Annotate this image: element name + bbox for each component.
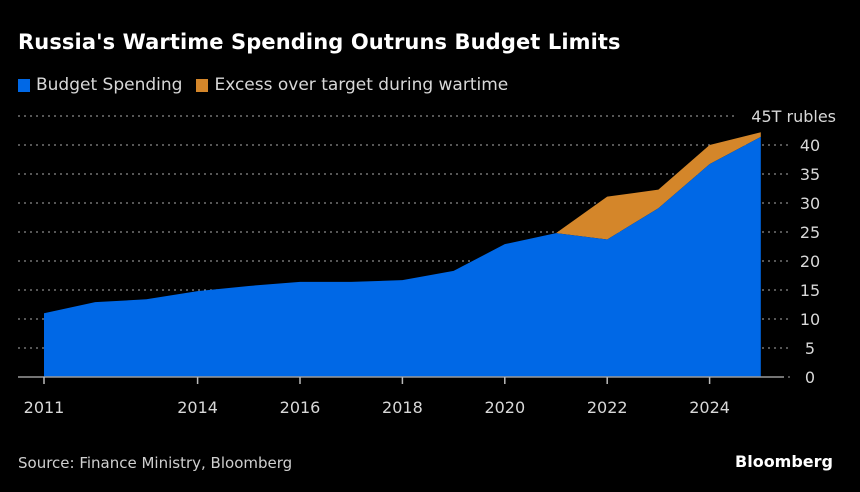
x-tick-label: 2016	[280, 398, 321, 417]
y-tick-label: 10	[800, 310, 820, 329]
x-axis-labels: 2011 2014 2016 2018 2020 2022 2024	[24, 398, 730, 417]
axes	[18, 376, 790, 384]
legend-swatch-budget	[18, 78, 30, 92]
y-axis-labels: 0 5 10 15 20 25 30 35 40	[800, 136, 820, 387]
legend-swatch-excess	[196, 78, 209, 92]
y-tick-label: 15	[800, 281, 820, 300]
legend-label-excess: Excess over target during wartime	[214, 75, 509, 95]
unit-label: 45T rubles	[751, 107, 836, 126]
x-tick-label: 2018	[382, 398, 423, 417]
area-series	[44, 132, 761, 377]
bloomberg-logo: Bloomberg	[735, 452, 833, 471]
legend: Budget Spending Excess over target durin…	[18, 75, 522, 95]
x-tick-label: 2022	[587, 398, 628, 417]
y-tick-label: 35	[800, 165, 820, 184]
legend-item-excess: Excess over target during wartime	[196, 75, 508, 95]
x-tick-label: 2011	[24, 398, 65, 417]
legend-item-budget-spending: Budget Spending	[18, 75, 182, 95]
x-tick-label: 2024	[689, 398, 730, 417]
y-tick-label: 20	[800, 252, 820, 271]
legend-label-budget: Budget Spending	[36, 75, 183, 95]
y-tick-label: 25	[800, 223, 820, 242]
x-tick-label: 2014	[177, 398, 218, 417]
area-budget-spending	[44, 136, 761, 377]
chart-title: Russia's Wartime Spending Outruns Budget…	[18, 30, 621, 54]
y-tick-label: 30	[800, 194, 820, 213]
area-excess-over-target	[556, 132, 761, 240]
y-tick-label: 0	[805, 368, 815, 387]
y-tick-label: 5	[805, 339, 815, 358]
y-tick-label: 40	[800, 136, 820, 155]
x-tick-label: 2020	[484, 398, 525, 417]
source-note: Source: Finance Ministry, Bloomberg	[18, 454, 293, 472]
